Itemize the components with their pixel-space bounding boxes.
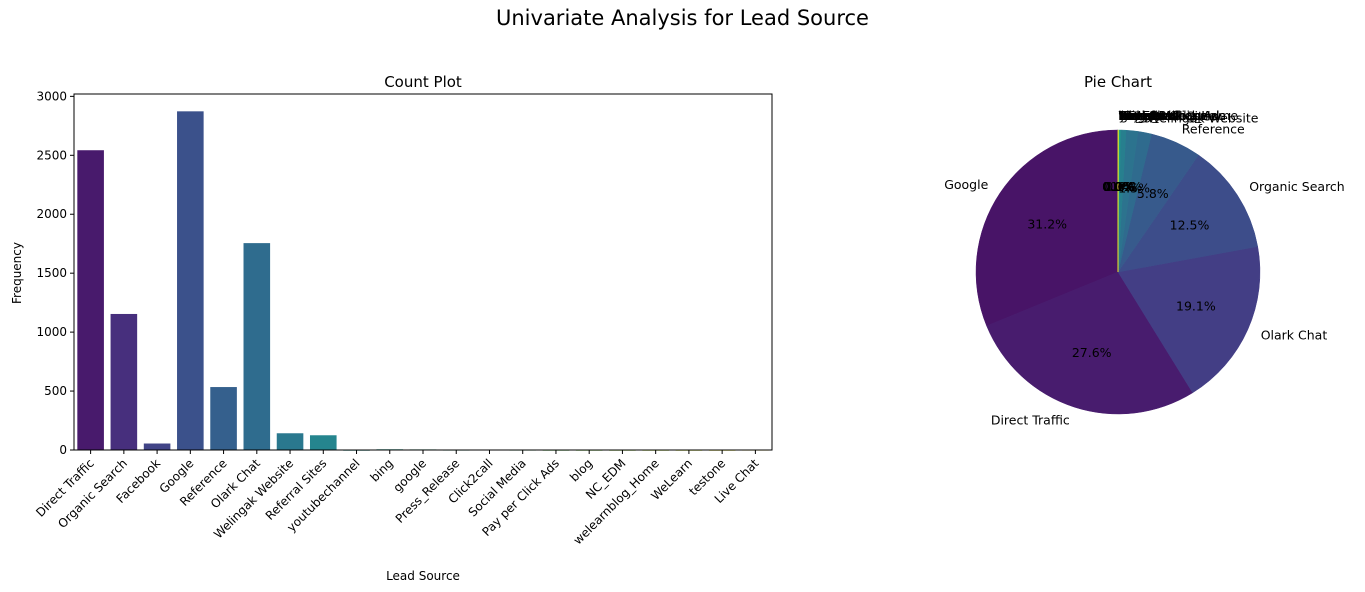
figure-suptitle: Univariate Analysis for Lead Source bbox=[496, 6, 869, 30]
pie-slice-label: Social Media bbox=[1119, 108, 1198, 123]
pie-slice-percentage: 19.1% bbox=[1176, 299, 1216, 314]
y-tick-label: 1000 bbox=[36, 325, 67, 339]
pie-slice-label: Referral Sites bbox=[1134, 109, 1218, 124]
pie-slice bbox=[986, 271, 1194, 415]
pie-slice-label: Olark Chat bbox=[1261, 328, 1328, 343]
pie-slice-percentage: 0.0% bbox=[1102, 179, 1134, 194]
pie-slice-percentage: 12.5% bbox=[1170, 218, 1210, 233]
count-plot-y-axis-label: Frequency bbox=[10, 242, 24, 304]
pie-slice-label: Live Chat bbox=[1119, 108, 1178, 123]
count-plot-axes-frame bbox=[73, 93, 773, 451]
pie-slice-percentage: 0.0% bbox=[1102, 179, 1134, 194]
pie-slice-label: youtubechannel bbox=[1119, 108, 1220, 123]
count-plot-title: Count Plot bbox=[384, 73, 462, 91]
pie-slice-label: Google bbox=[944, 177, 988, 192]
pie-slice-label: Pay per Click Ads bbox=[1119, 108, 1226, 123]
pie-slice bbox=[1117, 154, 1258, 273]
pie-slice-label: blog bbox=[1118, 108, 1145, 123]
pie-slice-label: Press_Release bbox=[1119, 108, 1207, 123]
pie-slice-percentage: 0.0% bbox=[1103, 179, 1135, 194]
pie-slice-percentage: 5.8% bbox=[1137, 186, 1169, 201]
bar bbox=[243, 243, 271, 450]
pie-slice-label: bing bbox=[1121, 108, 1148, 123]
bar bbox=[177, 111, 204, 450]
bar bbox=[143, 443, 171, 450]
pie-slice-percentage: 0.6% bbox=[1105, 179, 1137, 194]
pie-slice-label: NC_EDM bbox=[1118, 108, 1171, 123]
y-tick-label: 0 bbox=[59, 443, 67, 457]
bar bbox=[276, 433, 304, 450]
pie-slice-percentage: 1.5% bbox=[1118, 180, 1150, 195]
y-tick-label: 2000 bbox=[36, 207, 67, 221]
y-tick-label: 500 bbox=[44, 384, 67, 398]
bar bbox=[309, 435, 337, 450]
pie-slice-label: Facebook bbox=[1124, 108, 1183, 123]
pie-slice-percentage: 0.0% bbox=[1102, 179, 1134, 194]
pie-slice-percentage: 0.1% bbox=[1104, 179, 1136, 194]
count-plot-x-axis-label: Lead Source bbox=[386, 569, 460, 583]
pie-slice-percentage: 27.6% bbox=[1072, 345, 1112, 360]
y-tick-label: 3000 bbox=[36, 89, 67, 103]
pie-slice-label: Click2call bbox=[1120, 108, 1179, 123]
pie-slice bbox=[975, 129, 1119, 327]
pie-slice-label: welearnblog_Home bbox=[1118, 108, 1238, 123]
pie-slice-label: Reference bbox=[1182, 121, 1245, 136]
y-tick-label: 1500 bbox=[36, 266, 67, 280]
pie-slice-percentage: 0.0% bbox=[1103, 179, 1135, 194]
pie-slice-label: WeLearn bbox=[1118, 108, 1172, 123]
bar bbox=[110, 313, 138, 450]
pie-slice-percentage: 0.0% bbox=[1102, 179, 1134, 194]
bar bbox=[210, 387, 237, 450]
pie-slice-percentage: 1.4% bbox=[1111, 179, 1143, 194]
bar bbox=[77, 150, 104, 451]
pie-slice-percentage: 0.0% bbox=[1102, 179, 1134, 194]
pie-slice-percentage: 0.0% bbox=[1103, 179, 1135, 194]
pie-slice-label: Welingak Website bbox=[1148, 111, 1259, 126]
pie-slice-label: Organic Search bbox=[1249, 179, 1345, 194]
pie-slice bbox=[1117, 246, 1261, 394]
pie-slice-percentage: 0.0% bbox=[1103, 179, 1135, 194]
pie-slice-label: testone bbox=[1119, 108, 1167, 123]
pie-slice-percentage: 0.0% bbox=[1102, 179, 1134, 194]
pie-slice-percentage: 0.0% bbox=[1103, 179, 1135, 194]
pie-chart-title: Pie Chart bbox=[1084, 73, 1152, 91]
pie-slice-percentage: 31.2% bbox=[1027, 217, 1067, 232]
pie-slice-percentage: 0.1% bbox=[1103, 179, 1135, 194]
y-tick-label: 2500 bbox=[36, 148, 67, 162]
pie-slice-label: google bbox=[1120, 108, 1163, 123]
pie-slice-label: Direct Traffic bbox=[991, 413, 1070, 428]
